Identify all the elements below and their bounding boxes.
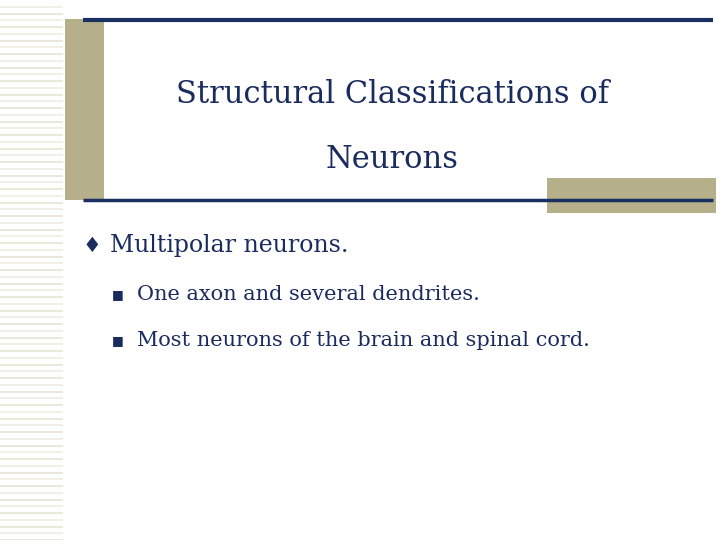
Bar [547, 178, 716, 213]
Text: Structural Classifications of: Structural Classifications of [176, 79, 609, 110]
Text: Multipolar neurons.: Multipolar neurons. [110, 234, 348, 257]
Bar [65, 19, 104, 200]
Text: Most neurons of the brain and spinal cord.: Most neurons of the brain and spinal cor… [137, 330, 590, 350]
Text: One axon and several dendrites.: One axon and several dendrites. [137, 285, 480, 304]
Text: ■: ■ [112, 334, 123, 347]
Text: Neurons: Neurons [326, 144, 459, 175]
Text: ■: ■ [112, 288, 123, 301]
Text: ♦: ♦ [83, 235, 102, 256]
